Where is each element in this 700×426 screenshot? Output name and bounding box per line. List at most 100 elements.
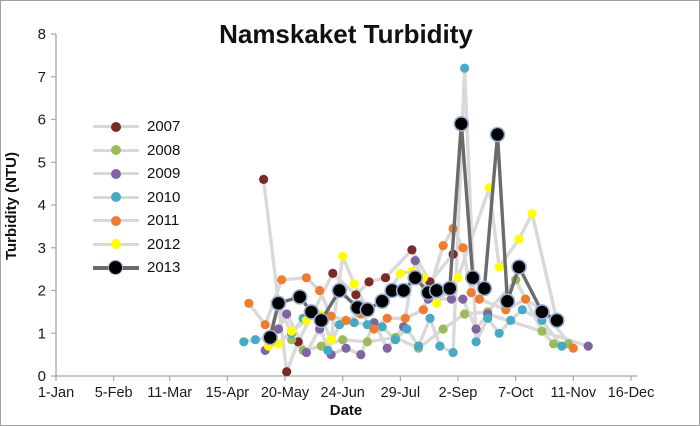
data-point-2013 — [407, 269, 424, 286]
data-point-2013 — [464, 269, 481, 286]
data-point-2010 — [435, 341, 445, 351]
data-point-2013 — [511, 259, 527, 275]
data-point-2012 — [287, 326, 297, 336]
data-point-2011 — [418, 305, 428, 315]
legend: 2007 2008 2009 2010 2011 2012 2013 — [93, 115, 180, 280]
data-point-2010 — [250, 335, 260, 345]
data-point-2009 — [458, 294, 468, 304]
data-point-2008 — [362, 337, 372, 347]
data-point-2013 — [549, 312, 565, 329]
data-point-2011 — [521, 294, 531, 304]
data-point-2010 — [517, 305, 527, 315]
data-point-2009 — [341, 343, 351, 353]
legend-label: 2012 — [147, 235, 181, 253]
data-point-2010 — [506, 315, 516, 325]
data-point-2011 — [369, 324, 379, 334]
data-point-2009 — [471, 324, 481, 334]
data-point-2012 — [326, 335, 336, 345]
legend-label: 2011 — [147, 212, 180, 230]
legend-label: 2007 — [147, 118, 181, 136]
data-point-2012 — [494, 262, 504, 272]
data-point-2010 — [483, 313, 493, 323]
x-tick-label: 29-Jul — [381, 385, 421, 401]
data-point-2011 — [568, 343, 578, 353]
data-point-2008 — [438, 324, 448, 334]
data-point-2011 — [400, 313, 410, 323]
legend-marker-2012 — [93, 236, 139, 252]
data-point-2010 — [390, 335, 400, 345]
legend-marker-2007 — [93, 119, 139, 135]
data-point-2012 — [395, 268, 405, 278]
x-tick-label: 20-May — [261, 385, 310, 401]
data-point-2010 — [557, 341, 567, 351]
y-tick-label: 7 — [38, 69, 46, 86]
data-point-2011 — [466, 288, 476, 298]
x-tick-label: 24-Jun — [321, 385, 365, 401]
data-point-2013 — [291, 289, 308, 305]
data-point-2010 — [334, 320, 344, 330]
data-point-2009 — [410, 256, 420, 266]
x-tick-label: 1-Jan — [38, 385, 74, 401]
data-point-2012 — [527, 209, 537, 219]
chart-title: Namskaket Turbidity — [219, 19, 473, 49]
legend-item-2012: 2012 — [93, 233, 180, 257]
data-point-2013 — [441, 280, 458, 297]
legend-marker-2010 — [93, 189, 139, 205]
data-point-2012 — [338, 251, 348, 261]
data-point-2007 — [407, 245, 417, 255]
legend-label: 2009 — [147, 165, 181, 183]
data-point-2007 — [282, 367, 292, 377]
data-point-2010 — [460, 63, 470, 73]
data-point-2013 — [534, 304, 550, 320]
y-tick-label: 6 — [38, 112, 46, 129]
data-point-2013 — [331, 282, 348, 299]
data-point-2013 — [499, 293, 516, 310]
data-point-2007 — [259, 174, 269, 184]
legend-marker-2011 — [93, 213, 139, 229]
y-tick-label: 1 — [38, 325, 46, 342]
data-point-2013 — [428, 282, 445, 299]
data-point-2010 — [402, 324, 412, 334]
data-point-2008 — [537, 326, 547, 336]
y-tick-label: 0 — [38, 368, 46, 385]
data-point-2010 — [239, 337, 249, 347]
legend-label: 2010 — [147, 188, 181, 206]
data-point-2013 — [395, 282, 412, 299]
data-point-2009 — [583, 341, 593, 351]
legend-item-2008: 2008 — [93, 139, 180, 163]
legend-marker-2013 — [93, 260, 139, 276]
data-point-2013 — [313, 312, 330, 329]
data-point-2008 — [460, 309, 470, 319]
x-tick-label: 16-Dec — [608, 385, 655, 401]
legend-item-2011: 2011 — [93, 209, 180, 233]
data-point-2009 — [382, 343, 392, 353]
data-point-2011 — [260, 320, 270, 330]
data-point-2008 — [549, 339, 559, 349]
data-point-2007 — [364, 277, 374, 287]
x-tick-label: 2-Sep — [439, 385, 478, 401]
data-point-2010 — [413, 341, 424, 351]
data-point-2010 — [471, 337, 481, 347]
legend-marker-2008 — [93, 142, 139, 158]
data-point-2013 — [359, 301, 376, 318]
data-point-2008 — [338, 335, 348, 345]
data-point-2011 — [474, 294, 484, 304]
data-point-2013 — [453, 116, 470, 132]
data-point-2013 — [270, 295, 287, 312]
data-point-2013 — [476, 280, 493, 297]
data-point-2011 — [438, 241, 448, 251]
y-axis-title: Turbidity (NTU) — [3, 151, 20, 261]
legend-item-2013: 2013 — [93, 256, 180, 280]
legend-marker-2009 — [93, 166, 139, 182]
data-point-2009 — [282, 309, 292, 319]
data-point-2010 — [323, 345, 333, 355]
data-point-2011 — [301, 273, 311, 283]
data-point-2010 — [349, 318, 359, 328]
x-tick-label: 7-Oct — [498, 385, 533, 401]
legend-label: 2008 — [147, 141, 181, 159]
data-point-2011 — [458, 243, 468, 253]
legend-item-2009: 2009 — [93, 162, 180, 186]
data-point-2009 — [273, 324, 283, 334]
